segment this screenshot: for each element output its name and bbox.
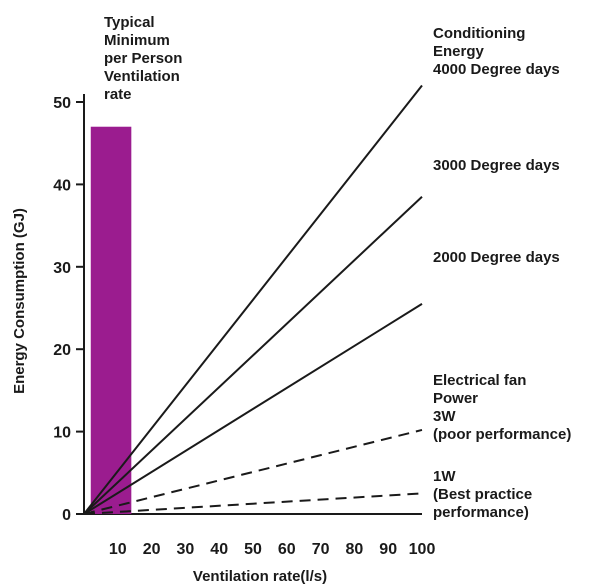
x-tick-label: 80 xyxy=(346,541,364,558)
series-label-4-line: 3W xyxy=(433,408,456,425)
series-label-5-line: performance) xyxy=(433,504,529,521)
bar-group xyxy=(90,126,132,514)
bar-label-line: rate xyxy=(104,86,132,103)
y-tick-label: 40 xyxy=(53,177,71,194)
y-tick-label: 50 xyxy=(53,95,71,112)
series-label-1-line: Conditioning xyxy=(433,25,526,42)
x-tick-label: 90 xyxy=(379,541,397,558)
series-line-2 xyxy=(83,196,423,515)
series-line-3 xyxy=(83,303,423,515)
y-tick-label: 20 xyxy=(53,342,71,359)
series-label-4-line: (poor performance) xyxy=(433,426,572,443)
bar-label-line: per Person xyxy=(104,50,183,67)
y-tick-label: 30 xyxy=(53,260,71,277)
ventilation-rate-bar xyxy=(90,126,132,514)
series-label-1-line: 4000 Degree days xyxy=(433,61,560,78)
series-label-4: Electrical fan Power 3W (poor performance) xyxy=(433,372,571,444)
series-label-3-line: 2000 Degree days xyxy=(433,249,560,266)
bar-label-line: Minimum xyxy=(104,32,170,49)
x-tick-label: 100 xyxy=(409,541,436,558)
series-line-1 xyxy=(83,84,423,515)
x-tick-label: 70 xyxy=(312,541,330,558)
bar-label: Typical Minimum per Person Ventilation rate xyxy=(104,14,182,104)
y-tick-label: 10 xyxy=(53,425,71,442)
series-label-5-line: (Best practice xyxy=(433,486,533,503)
x-tick-label: 50 xyxy=(244,541,262,558)
x-tick-label: 10 xyxy=(109,541,127,558)
x-tick-label: 40 xyxy=(210,541,228,558)
y-tick-label: 0 xyxy=(62,507,71,524)
x-axis-label: Ventilation rate(l/s) xyxy=(193,568,327,585)
series-label-1: Conditioning Energy 4000 Degree days xyxy=(433,25,560,79)
y-axis-label: Energy Consumption (GJ) xyxy=(11,208,28,394)
x-tick-label: 30 xyxy=(177,541,195,558)
bar-label-line: Ventilation xyxy=(104,68,180,85)
y-axis: 0 10 20 30 40 50 xyxy=(53,94,85,524)
series-line-5 xyxy=(83,492,423,515)
bar-label-line: Typical xyxy=(104,14,155,31)
series-label-2-line: 3000 Degree days xyxy=(433,157,560,174)
x-axis: 10 20 30 40 50 60 70 80 90 100 xyxy=(84,513,436,558)
series-label-3: 2000 Degree days xyxy=(433,249,560,267)
series-label-4-line: Power xyxy=(433,390,479,407)
series-label-1-line: Energy xyxy=(433,43,484,60)
x-tick-label: 60 xyxy=(278,541,296,558)
series-label-2: 3000 Degree days xyxy=(433,157,560,175)
series-lines xyxy=(83,84,423,515)
series-label-5: 1W (Best practice performance) xyxy=(433,468,532,522)
series-label-5-line: 1W xyxy=(433,468,456,485)
series-label-4-line: Electrical fan xyxy=(433,372,527,389)
x-tick-label: 20 xyxy=(143,541,161,558)
series-line-4 xyxy=(83,428,423,515)
